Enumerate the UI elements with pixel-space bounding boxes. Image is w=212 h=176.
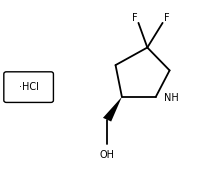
Polygon shape xyxy=(103,97,122,121)
Text: F: F xyxy=(164,14,169,23)
Text: OH: OH xyxy=(100,150,114,160)
FancyBboxPatch shape xyxy=(4,72,53,102)
Text: ·HCl: ·HCl xyxy=(19,82,39,92)
Text: NH: NH xyxy=(164,93,179,103)
Text: F: F xyxy=(132,14,137,23)
